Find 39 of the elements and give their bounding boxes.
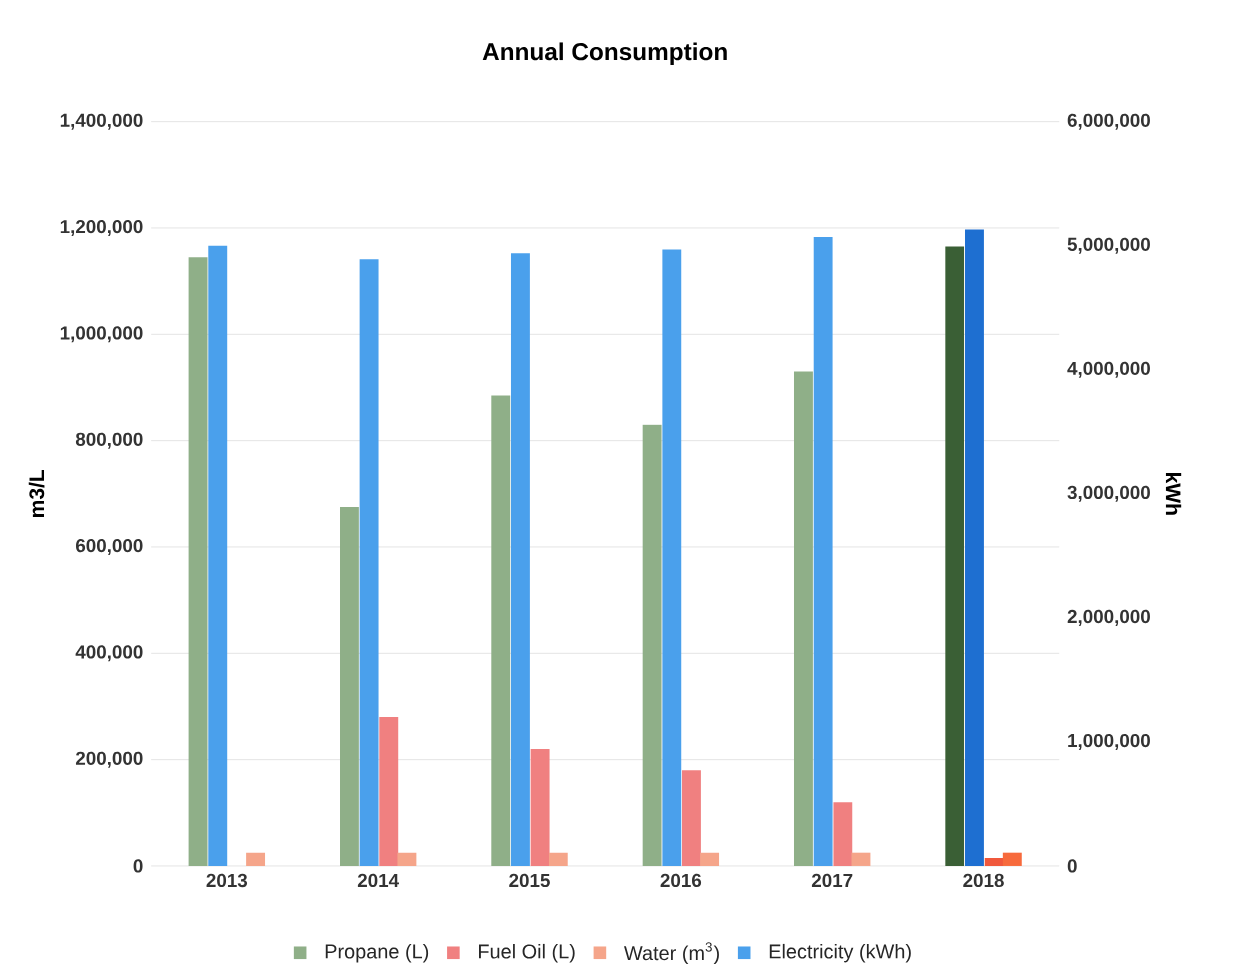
x-tick-label: 2014 — [357, 873, 399, 888]
bar — [1002, 852, 1022, 866]
x-tick-label: 2015 — [509, 873, 550, 888]
chart-title: Annual Consumption — [482, 42, 727, 66]
bar — [984, 857, 1004, 866]
bar — [681, 770, 701, 866]
legend-label: Propane (L) — [325, 943, 429, 963]
y2-tick-label: 0 — [1067, 859, 1077, 873]
bar — [246, 852, 266, 866]
y-tick-label: 1,000,000 — [60, 326, 143, 343]
y-tick-label: 600,000 — [76, 538, 143, 555]
bar — [833, 802, 853, 866]
bar — [548, 852, 568, 866]
bar — [700, 852, 720, 866]
legend-label: Electricity (kWh) — [769, 943, 911, 963]
x-tick-label: 2017 — [811, 873, 853, 888]
x-tick-label: 2016 — [660, 873, 702, 888]
bar — [530, 748, 550, 866]
y-tick-label: 800,000 — [75, 432, 143, 449]
x-tick-label: 2013 — [206, 873, 248, 888]
bar — [379, 717, 399, 866]
legend-label: Water (m$^{3}$) — [624, 942, 719, 965]
y2-tick-label: 1,000,000 — [1068, 733, 1150, 750]
y-tick-label: 1,200,000 — [60, 219, 143, 236]
y2-axis-title: kWh — [1165, 473, 1182, 515]
x-tick-label: 2018 — [963, 873, 1004, 888]
y2-tick-label: 4,000,000 — [1067, 361, 1150, 378]
y-tick-label: 1,400,000 — [60, 113, 143, 130]
y-tick-label: 0 — [133, 859, 143, 873]
y-tick-label: 400,000 — [75, 645, 143, 662]
bar — [851, 852, 871, 866]
y2-tick-label: 3,000,000 — [1067, 485, 1150, 502]
legend-label: Fuel Oil (L) — [479, 943, 575, 963]
y2-tick-label: 5,000,000 — [1067, 237, 1150, 254]
y2-tick-label: 6,000,000 — [1067, 113, 1150, 130]
y-tick-label: 200,000 — [75, 751, 143, 768]
y2-tick-label: 2,000,000 — [1067, 609, 1150, 626]
y-axis-title: m3/L — [28, 469, 45, 517]
bar — [397, 852, 417, 866]
